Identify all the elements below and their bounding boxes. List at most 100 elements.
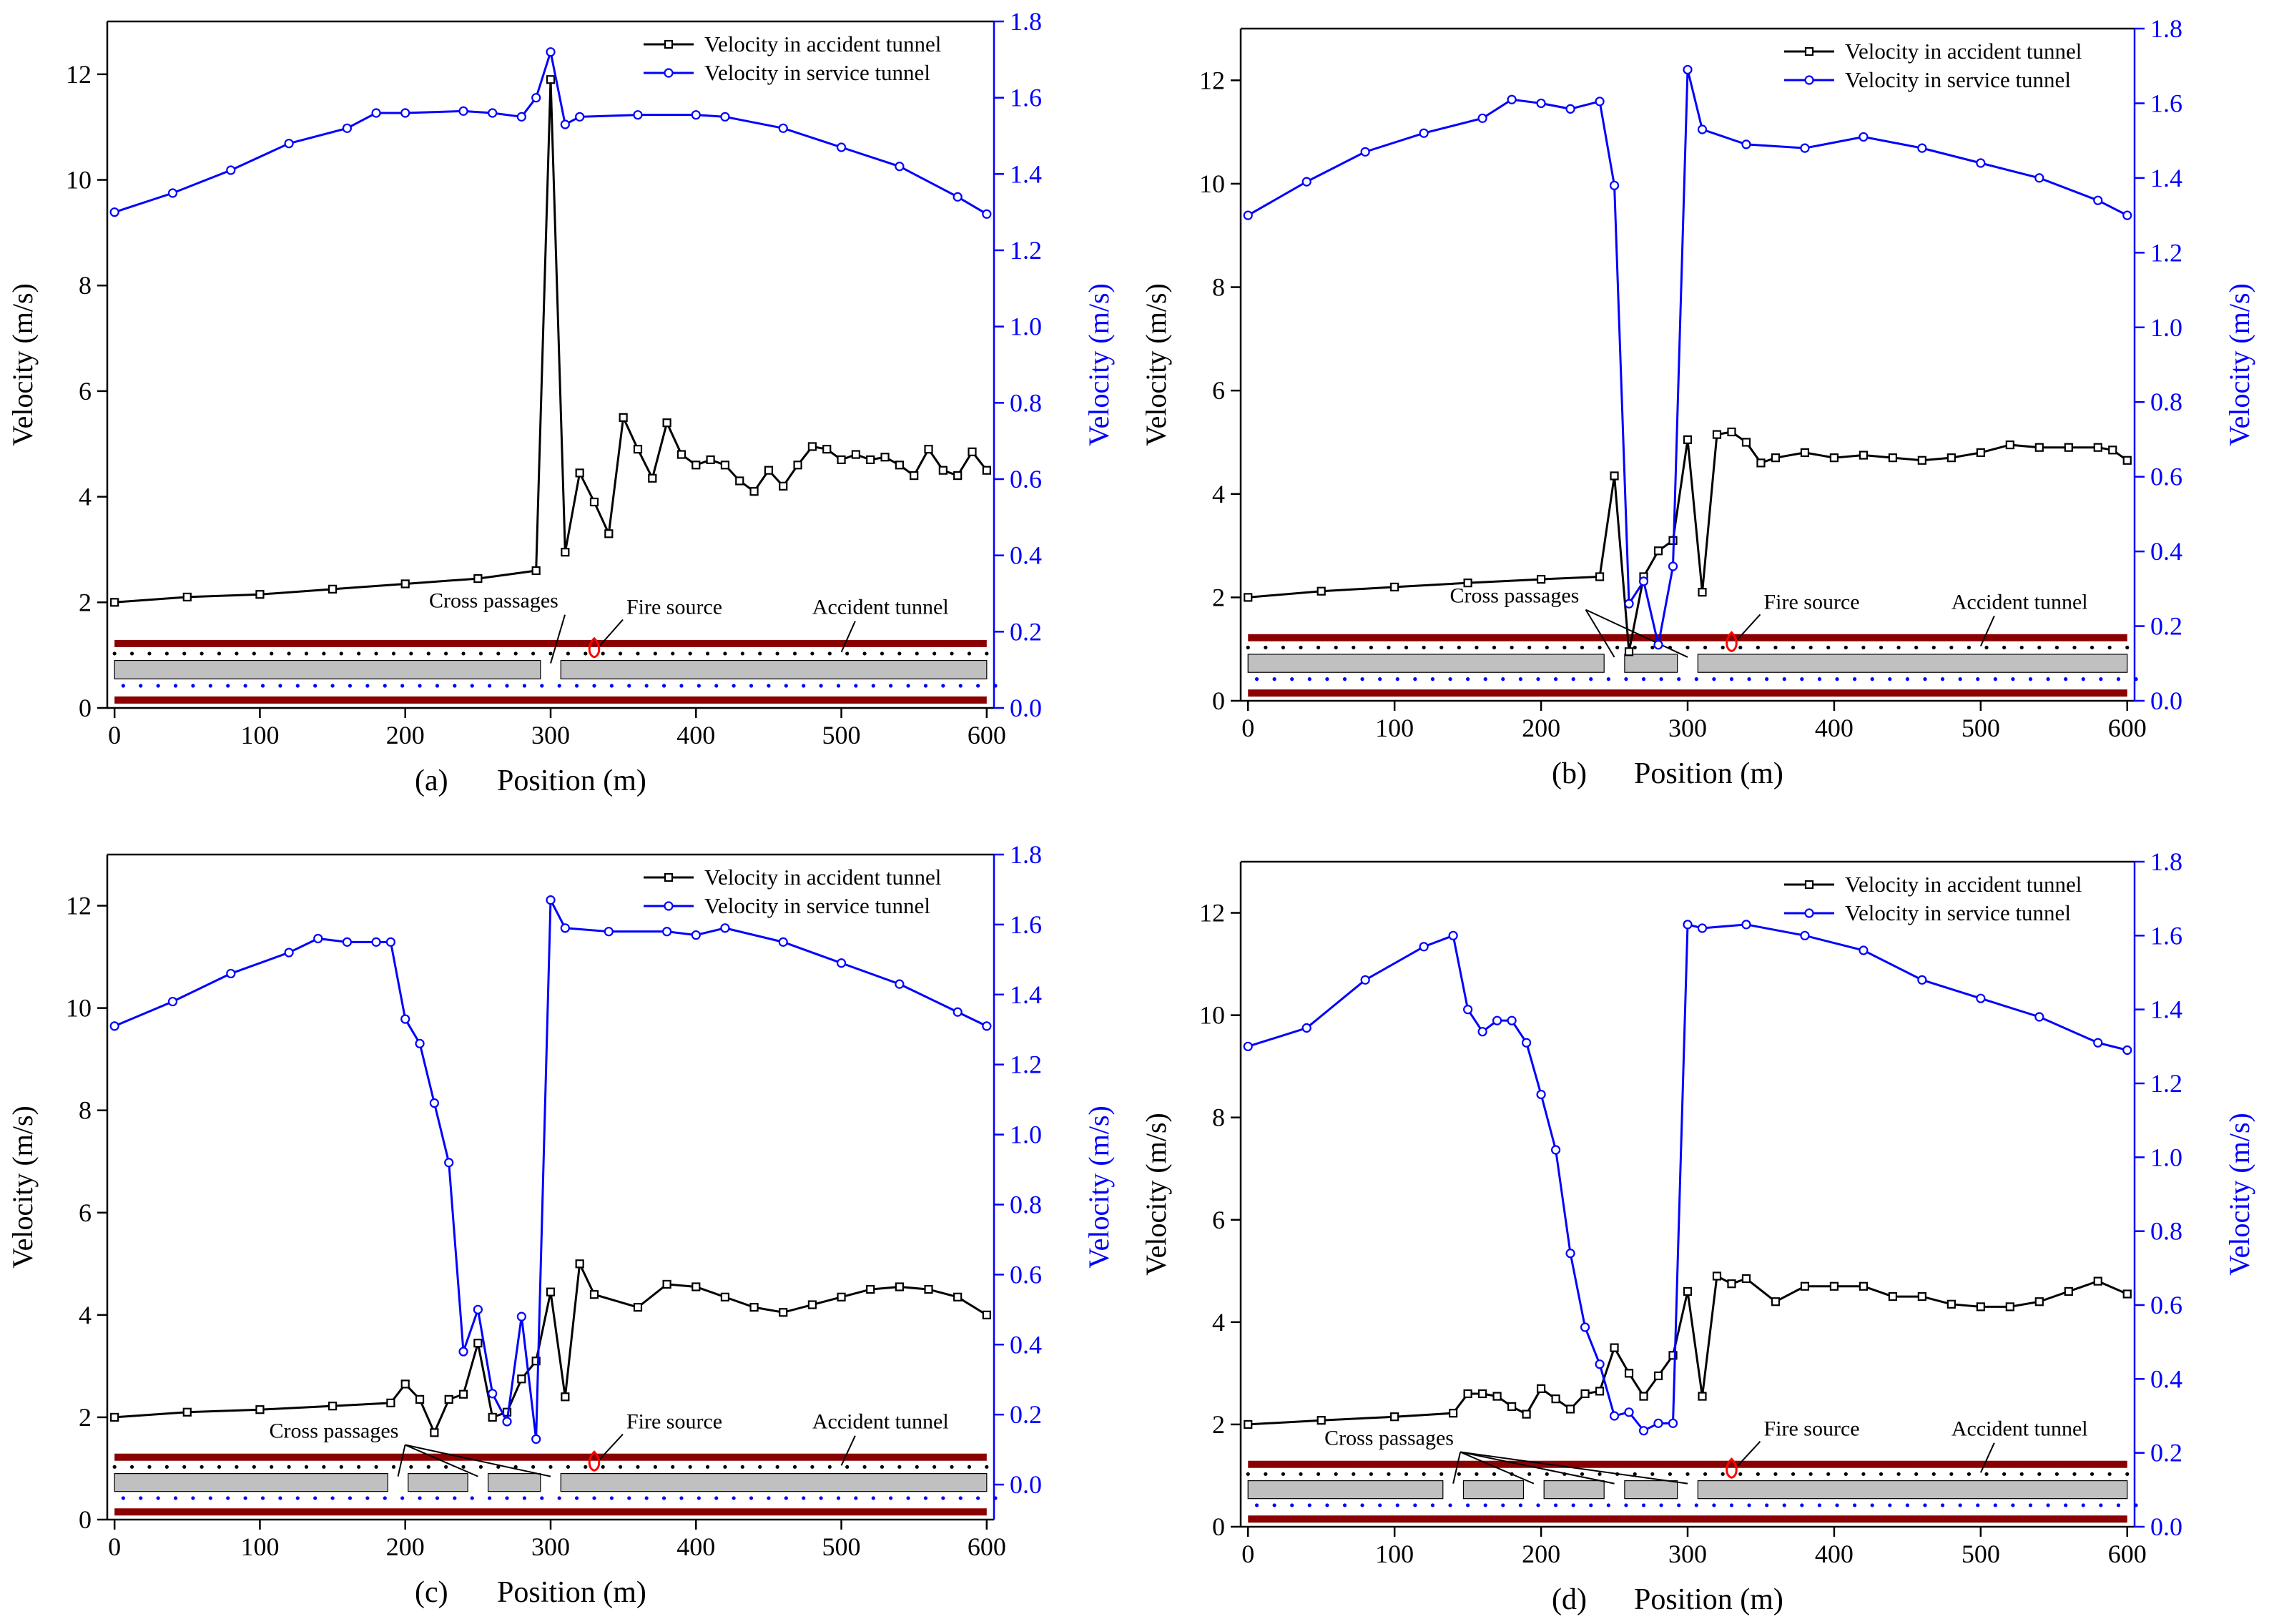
accident-data-point <box>1463 1389 1472 1399</box>
service-tunnel-dot <box>732 1496 736 1500</box>
accident-tunnel-dot <box>1562 645 1567 650</box>
cross-passage-arrow <box>1452 1452 1462 1484</box>
accident-tunnel-dot <box>775 1465 779 1469</box>
tunnel-segment <box>1697 1480 2128 1500</box>
service-tunnel-dot <box>976 684 980 688</box>
right-y-tick-label: 0.6 <box>2150 463 2182 491</box>
right-y-tick-label: 1.0 <box>2150 313 2182 342</box>
accident-data-point <box>1976 448 1985 458</box>
service-tunnel-dot <box>1993 677 1997 681</box>
accident-tunnel-dot <box>1369 1472 1373 1476</box>
left-y-tick-label: 10 <box>66 994 92 1023</box>
service-data-point <box>720 112 730 122</box>
panel-c: Fire source Accident tunnel Cross passages… <box>6 840 1115 1609</box>
accident-tunnel-dot <box>1510 645 1514 650</box>
service-tunnel-dot <box>923 1496 928 1500</box>
service-data-point <box>836 958 847 968</box>
service-data-point <box>226 968 236 979</box>
accident-tunnel-dot <box>1861 1472 1866 1476</box>
service-tunnel-dot <box>609 1496 614 1500</box>
service-data-point <box>953 192 963 202</box>
accident-tunnel-dot <box>1738 1472 1743 1476</box>
service-tunnel-dot <box>714 684 719 688</box>
accident-data-point <box>328 584 338 594</box>
accident-data-point <box>793 461 802 470</box>
right-y-tick-label: 1.0 <box>1010 1121 1042 1149</box>
accident-data-point <box>691 1282 701 1291</box>
service-tunnel-dot <box>1888 677 1892 681</box>
accident-tunnel-dot <box>2019 1472 2024 1476</box>
service-tunnel-dot <box>1290 677 1294 681</box>
x-axis-label: Position (m) <box>1634 757 1783 790</box>
accident-tunnel-dot <box>129 1465 134 1469</box>
service-data-point <box>1521 1038 1532 1048</box>
service-tunnel-dot <box>1958 1503 1962 1507</box>
left-y-tick-label: 12 <box>66 892 92 920</box>
service-tunnel-dot <box>906 684 910 688</box>
accident-tunnel-dot <box>1896 645 1901 650</box>
left-y-tick-label: 6 <box>1212 376 1225 405</box>
legend-service-marker <box>664 68 674 78</box>
service-tunnel-dot <box>226 684 230 688</box>
accident-tunnel-dot <box>164 1465 169 1469</box>
left-axis-label: Velocity (m/s) <box>1140 283 1172 446</box>
service-data-point <box>1638 1426 1649 1436</box>
accident-data-point <box>2122 456 2132 465</box>
service-data-point <box>1580 1322 1590 1332</box>
legend-service-label: Velocity in service tunnel <box>704 60 930 85</box>
accident-data-point <box>2034 443 2044 452</box>
right-axis-label: Velocity (m/s) <box>1083 283 1115 446</box>
accident-tunnel-dot <box>566 1465 570 1469</box>
fire-icon <box>1726 1457 1738 1479</box>
accident-tunnel-dot <box>1756 1472 1760 1476</box>
accident-tunnel-dot <box>1791 645 1796 650</box>
left-y-tick-label: 6 <box>79 377 92 405</box>
service-data-point <box>1668 1418 1678 1428</box>
service-tunnel-dot <box>732 684 736 688</box>
accident-data-point <box>1683 1286 1693 1296</box>
cross-passages-label: Cross passages <box>270 1419 399 1443</box>
panel-b: Fire source Accident tunnel Cross passages… <box>1140 14 2255 790</box>
accident-tunnel-dot <box>217 1465 222 1469</box>
service-data-point <box>1697 124 1708 134</box>
accident-data-point <box>531 1357 541 1366</box>
service-tunnel-dot <box>139 684 143 688</box>
accident-data-point <box>1771 453 1781 463</box>
tunnel-segment <box>1247 1480 1444 1500</box>
accident-tunnel-dot <box>217 651 222 656</box>
service-tunnel-dot <box>156 684 160 688</box>
service-data-point <box>488 108 498 118</box>
accident-data-point <box>1610 471 1619 481</box>
service-tunnel-dot <box>1870 1503 1874 1507</box>
service-tunnel-dot <box>330 684 335 688</box>
accident-tunnel-dot <box>374 651 378 656</box>
service-tunnel-dot <box>2064 677 2068 681</box>
fire-source-label: Fire source <box>1763 1417 1859 1441</box>
fire-source-label: Fire source <box>1763 590 1859 614</box>
accident-data-point <box>1610 1343 1619 1352</box>
service-tunnel-dot <box>819 1496 823 1500</box>
service-tunnel-dot <box>592 684 596 688</box>
accident-tunnel-dot <box>2054 645 2059 650</box>
x-tick-label: 600 <box>968 721 1006 749</box>
accident-tunnel-dot <box>409 651 413 656</box>
accident-tunnel-dot <box>2054 1472 2059 1476</box>
service-data-point <box>546 47 556 57</box>
accident-data-point <box>837 455 846 465</box>
fire-source-arrow <box>599 1433 624 1460</box>
legend-accident-label: Velocity in accident tunnel <box>1845 39 2082 64</box>
accident-data-point <box>1536 1384 1546 1393</box>
accident-tunnel-dot <box>200 1465 204 1469</box>
accident-data-point <box>1829 1281 1839 1291</box>
service-data-point <box>284 948 294 958</box>
service-tunnel-dot <box>2064 1503 2068 1507</box>
service-data-point <box>1859 132 1869 142</box>
accident-tunnel-dot <box>1879 645 1884 650</box>
service-tunnel-dot <box>208 684 212 688</box>
accident-data-point <box>1683 435 1693 444</box>
accident-tunnel-dot <box>1685 645 1690 650</box>
service-data-point <box>1492 1015 1502 1025</box>
service-data-point <box>531 93 541 103</box>
accident-tunnel-dot <box>915 1465 919 1469</box>
